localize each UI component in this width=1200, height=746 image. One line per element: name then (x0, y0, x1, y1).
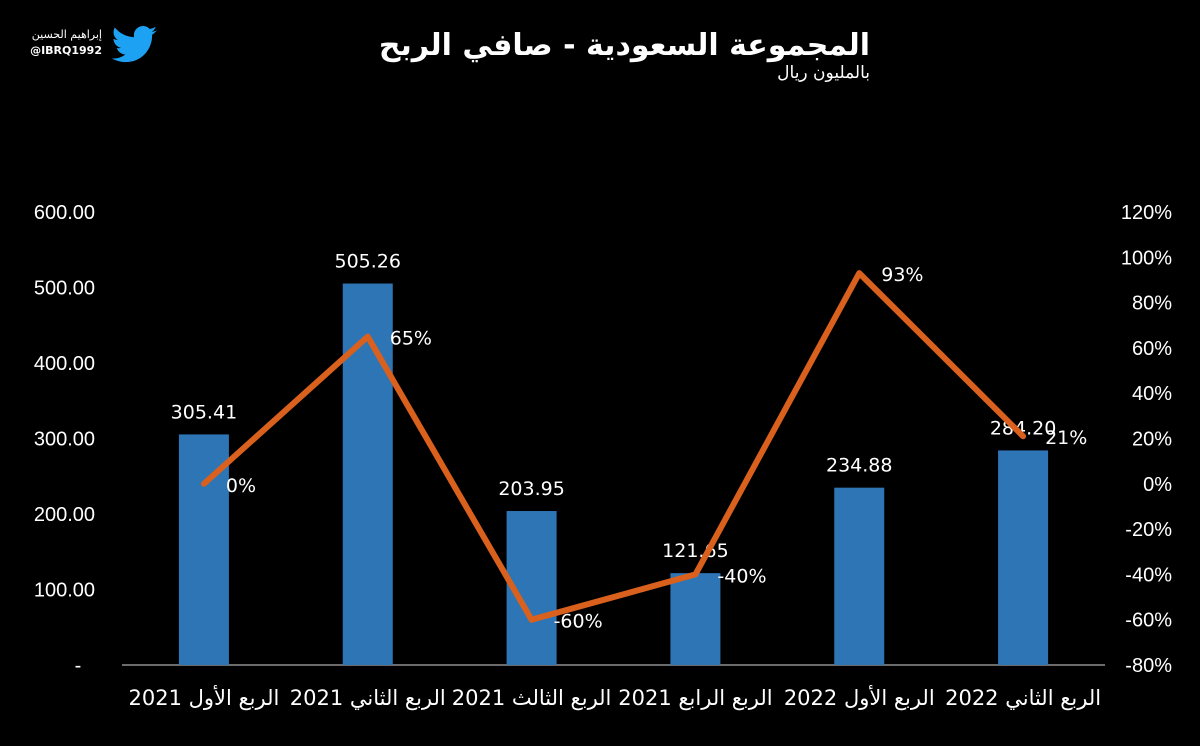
growth-point (201, 481, 206, 486)
category-label: الربع الرابع 2021 (618, 686, 772, 710)
y-left-tick-label: 500.00 (34, 278, 95, 300)
y-right-tick-label: 0% (1143, 474, 1172, 496)
growth-point (529, 617, 534, 622)
y-left-tick-label: - (75, 655, 82, 677)
bar (670, 573, 721, 665)
growth-value-label: 0% (226, 475, 256, 497)
y-right-tick-label: 100% (1121, 247, 1172, 269)
y-left-tick-label: 300.00 (34, 429, 95, 451)
category-label: الربع الثاني 2021 (290, 686, 446, 710)
category-label: الربع الثاني 2022 (945, 686, 1101, 710)
growth-value-label: -60% (554, 611, 603, 633)
y-right-tick-label: 120% (1121, 202, 1172, 224)
y-left-tick-label: 200.00 (34, 504, 95, 526)
y-right-tick-label: 80% (1132, 293, 1172, 315)
growth-point (1021, 434, 1026, 439)
bar-value-label: 505.26 (335, 251, 401, 273)
category-label: الربع الأول 2022 (784, 685, 935, 710)
y-right-tick-label: -20% (1125, 519, 1172, 541)
growth-point (857, 271, 862, 276)
y-left-tick-label: 100.00 (34, 580, 95, 602)
y-right-tick-label: -80% (1125, 655, 1172, 677)
growth-value-label: 93% (881, 264, 923, 286)
y-right-tick-label: 60% (1132, 338, 1172, 360)
growth-value-label: 65% (390, 328, 432, 350)
chart-title: المجموعة السعودية - صافي الربح (378, 28, 870, 63)
y-right-tick-label: -60% (1125, 610, 1172, 632)
brand-block: إبراهيم الحسين @IBRQ1992 (28, 26, 158, 66)
y-right-tick-label: -40% (1125, 564, 1172, 586)
category-label: الربع الثالث 2021 (452, 686, 612, 710)
bar-value-label: 121.65 (662, 540, 728, 562)
chart-unit: بالمليون ريال (777, 63, 870, 83)
bar (834, 487, 885, 665)
y-right-tick-label: 20% (1132, 429, 1172, 451)
author-name: إبراهيم الحسين (31, 28, 102, 41)
chart-title-block: المجموعة السعودية - صافي الربح بالمليون … (330, 28, 870, 83)
bar-value-label: 234.88 (826, 455, 892, 477)
growth-point (693, 572, 698, 577)
growth-value-label: 21% (1045, 427, 1087, 449)
bar-value-label: 203.95 (498, 478, 564, 500)
growth-value-label: -40% (717, 565, 766, 587)
y-right-tick-label: 40% (1132, 383, 1172, 405)
author-handle: @IBRQ1992 (30, 44, 102, 57)
y-left-tick-label: 400.00 (34, 353, 95, 375)
twitter-bird-icon (112, 26, 158, 63)
category-label: الربع الأول 2021 (128, 685, 279, 710)
y-left-tick-label: 600.00 (34, 202, 95, 224)
bar (998, 450, 1049, 665)
growth-point (365, 334, 370, 339)
growth-line (200, 270, 1027, 623)
bar (342, 283, 393, 665)
bar-value-label: 305.41 (171, 401, 237, 423)
